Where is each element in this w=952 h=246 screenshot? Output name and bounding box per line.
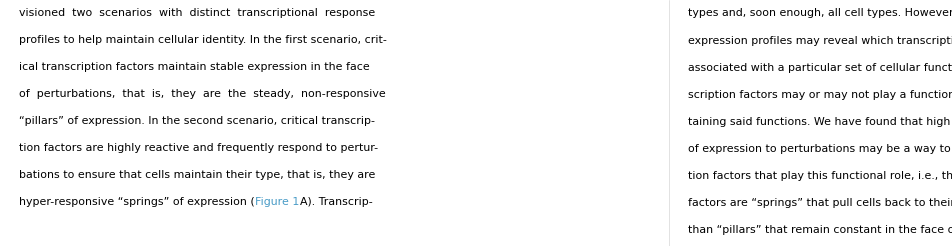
Text: visioned  two  scenarios  with  distinct  transcriptional  response: visioned two scenarios with distinct tra… xyxy=(19,8,376,18)
Text: of  perturbations,  that  is,  they  are  the  steady,  non-responsive: of perturbations, that is, they are the … xyxy=(19,89,387,99)
Text: “pillars” of expression. In the second scenario, critical transcrip-: “pillars” of expression. In the second s… xyxy=(19,116,375,126)
Text: profiles to help maintain cellular identity. In the first scenario, crit-: profiles to help maintain cellular ident… xyxy=(19,35,387,45)
Text: expression profiles may reveal which transcription factors are: expression profiles may reveal which tra… xyxy=(687,36,952,46)
Text: scription factors may or may not play a functional role in main-: scription factors may or may not play a … xyxy=(687,90,952,100)
Text: factors are “springs” that pull cells back to their identity, rather: factors are “springs” that pull cells ba… xyxy=(687,198,952,208)
Text: tion factors that play this functional role, i.e., these transcription: tion factors that play this functional r… xyxy=(687,171,952,181)
Text: than “pillars” that remain constant in the face of perturbations.: than “pillars” that remain constant in t… xyxy=(687,225,952,235)
Text: ical transcription factors maintain stable expression in the face: ical transcription factors maintain stab… xyxy=(19,62,370,72)
Text: bations to ensure that cells maintain their type, that is, they are: bations to ensure that cells maintain th… xyxy=(19,170,376,180)
Text: Figure 1: Figure 1 xyxy=(255,197,300,207)
Text: A). Transcrip-: A). Transcrip- xyxy=(300,197,372,207)
Text: tion factors are highly reactive and frequently respond to pertur-: tion factors are highly reactive and fre… xyxy=(19,143,379,153)
Text: hyper-responsive “springs” of expression (: hyper-responsive “springs” of expression… xyxy=(19,197,255,207)
Text: of expression to perturbations may be a way to identify transcrip-: of expression to perturbations may be a … xyxy=(687,144,952,154)
Text: types and, soon enough, all cell types. However, while these: types and, soon enough, all cell types. … xyxy=(687,9,952,18)
Text: taining said functions. We have found that high responsiveness: taining said functions. We have found th… xyxy=(687,117,952,127)
Text: associated with a particular set of cellular functions, such tran-: associated with a particular set of cell… xyxy=(687,63,952,73)
